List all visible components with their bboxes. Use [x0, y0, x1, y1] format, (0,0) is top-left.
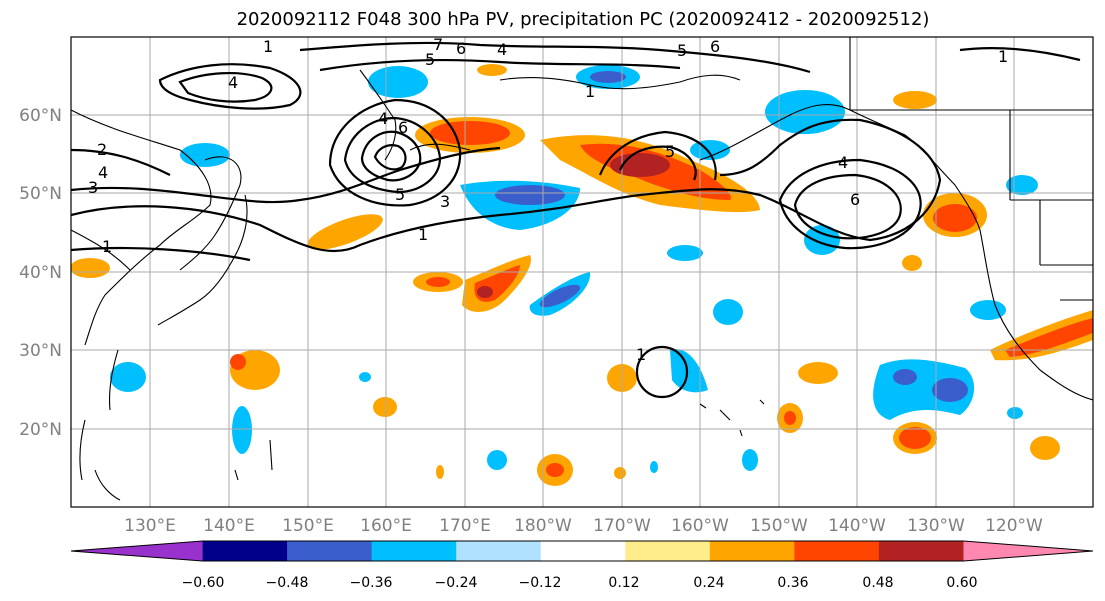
lon-label-130w: 130°W: [907, 516, 965, 536]
contour-label-1d: 1: [585, 82, 595, 101]
cb-tick-label: 0.60: [946, 575, 977, 591]
cb-tick-label: 0.48: [862, 575, 893, 591]
contour-labels: 4 1 2 4 3 1 5 3 1 6 4 7 6 5 4 1 5 6 5 4 …: [88, 35, 1008, 364]
colorbar-tick-labels: −0.60 −0.48 −0.36 −0.24 −0.12 0.12 0.24 …: [182, 575, 978, 591]
colorbar-segment: [540, 541, 626, 561]
lat-label-50n: 50°N: [19, 184, 62, 204]
lon-label-130e: 130°E: [124, 516, 176, 536]
contour-label-1c: 1: [418, 225, 428, 244]
longitude-labels: 130°E 140°E 150°E 160°E 170°E 180°W 170°…: [124, 516, 1043, 536]
contour-label-4e: 4: [838, 153, 848, 172]
contour-label-1: 1: [263, 37, 273, 56]
cb-tick-label: −0.12: [519, 575, 562, 591]
cb-tick-label: 0.12: [608, 575, 639, 591]
map-frame: [70, 36, 1094, 508]
contour-label-4d: 4: [497, 40, 507, 59]
lon-label-140w: 140°W: [828, 516, 886, 536]
lat-label-60n: 60°N: [19, 106, 62, 126]
colorbar-over-extension: [963, 541, 1093, 561]
lon-label-170e: 170°E: [439, 516, 491, 536]
contour-label-5d: 5: [665, 142, 675, 161]
contour-label-6d: 6: [850, 190, 860, 209]
contour-label-2: 2: [97, 140, 107, 159]
contour-label-3b: 3: [440, 192, 450, 211]
cb-tick-label: −0.36: [350, 575, 393, 591]
colorbar-segment: [625, 541, 711, 561]
pv-contours: [71, 41, 1081, 399]
colorbar-segment: [202, 541, 288, 561]
lon-label-120w: 120°W: [985, 516, 1043, 536]
contour-label-4: 4: [228, 73, 238, 92]
contour-label-6c: 6: [710, 37, 720, 56]
colorbar-outline: [70, 540, 1094, 562]
gridlines: [71, 37, 1093, 507]
contour-label-4b: 4: [98, 163, 108, 182]
contour-label-5c: 5: [677, 41, 687, 60]
colorbar-under-extension: [71, 541, 203, 561]
colorbar-segment: [287, 541, 373, 561]
colorbar: [70, 540, 1094, 562]
colorbar-segment: [709, 541, 795, 561]
lon-label-140e: 140°E: [203, 516, 255, 536]
latitude-labels: 60°N 50°N 40°N 30°N 20°N: [19, 106, 62, 440]
lon-label-170w: 170°W: [593, 516, 651, 536]
contour-label-4c: 4: [378, 109, 388, 128]
contour-label-5: 5: [395, 185, 405, 204]
contour-label-1e: 1: [998, 47, 1008, 66]
lon-label-150e: 150°E: [282, 516, 334, 536]
cb-tick-label: −0.48: [266, 575, 309, 591]
lon-label-150w: 150°W: [750, 516, 808, 536]
colorbar-segment: [371, 541, 457, 561]
lat-label-20n: 20°N: [19, 420, 62, 440]
lat-label-30n: 30°N: [19, 341, 62, 361]
contour-label-6b: 6: [456, 39, 466, 58]
lat-label-40n: 40°N: [19, 263, 62, 283]
contour-label-7: 7: [433, 35, 443, 54]
cb-tick-label: −0.24: [435, 575, 478, 591]
figure-title: 2020092112 F048 300 hPa PV, precipitatio…: [237, 9, 930, 30]
colorbar-segment: [878, 541, 964, 561]
colorbar-segment: [456, 541, 542, 561]
lon-label-160w: 160°W: [671, 516, 729, 536]
cb-tick-label: 0.36: [777, 575, 808, 591]
cb-tick-label: 0.24: [693, 575, 724, 591]
contour-label-5b: 5: [425, 50, 435, 69]
contour-label-1f: 1: [636, 345, 646, 364]
contour-label-3: 3: [88, 178, 98, 197]
lon-label-180w: 180°W: [514, 516, 572, 536]
pv-contour-circle: [635, 345, 689, 399]
colorbar-segment: [794, 541, 880, 561]
coastlines: [71, 37, 1093, 501]
contour-label-6: 6: [398, 118, 408, 137]
cb-tick-label: −0.60: [182, 575, 225, 591]
lon-label-160e: 160°E: [360, 516, 412, 536]
contour-label-1b: 1: [102, 237, 112, 256]
